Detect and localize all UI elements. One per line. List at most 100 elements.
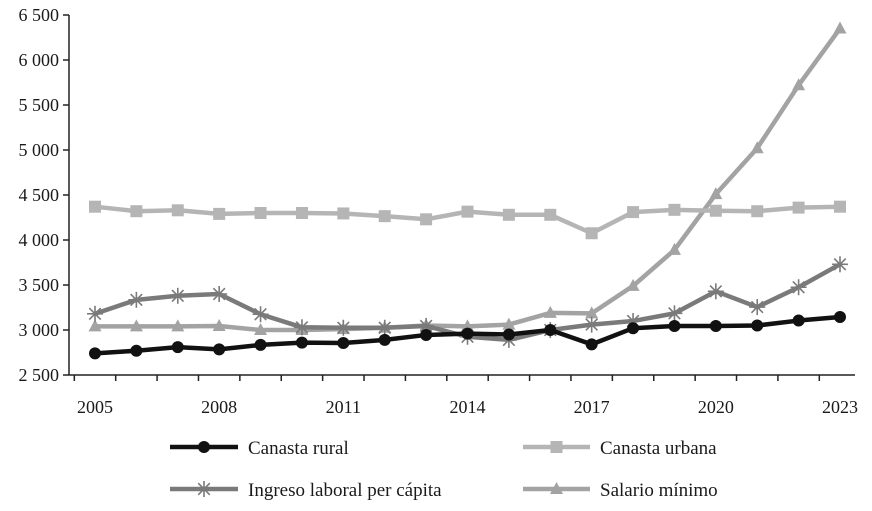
- data-point: [792, 314, 805, 327]
- data-point: [502, 328, 515, 341]
- legend-label: Ingreso laboral per cápita: [248, 480, 442, 501]
- data-point: [790, 279, 807, 296]
- asterisk-stroke: [668, 307, 681, 320]
- data-point: [171, 319, 185, 332]
- x-tick-label: 2023: [822, 397, 858, 417]
- data-point: [461, 205, 474, 218]
- data-point: [544, 208, 557, 221]
- asterisk-stroke: [88, 307, 102, 321]
- data-point: [212, 318, 226, 331]
- data-point: [666, 305, 683, 322]
- y-tick-label: 2 500: [19, 365, 60, 385]
- data-point: [254, 323, 268, 335]
- data-point: [420, 213, 433, 226]
- data-point: [544, 324, 557, 336]
- data-point: [211, 286, 228, 302]
- y-tick-label: 6 500: [19, 5, 60, 25]
- y-tick-label: 3 500: [19, 275, 60, 295]
- asterisk-stroke: [419, 319, 433, 333]
- asterisk-stroke: [750, 300, 764, 314]
- series-3: [88, 21, 847, 335]
- data-point: [627, 322, 640, 335]
- data-point: [376, 319, 393, 336]
- data-point: [709, 187, 723, 200]
- x-tick-label: 2011: [326, 397, 361, 417]
- data-point: [420, 328, 433, 341]
- data-point: [834, 310, 846, 323]
- data-point: [461, 327, 474, 340]
- series-0: [89, 310, 846, 360]
- data-point: [626, 278, 640, 291]
- asterisk-stroke: [337, 321, 350, 335]
- series-line: [95, 27, 842, 333]
- asterisk-stroke: [378, 321, 392, 335]
- data-point: [87, 305, 103, 322]
- data-point: [89, 347, 101, 360]
- legend-label: Salario mínimo: [600, 480, 718, 501]
- data-point: [751, 319, 764, 332]
- x-tick-label: 2014: [450, 397, 486, 417]
- data-point: [213, 207, 226, 220]
- data-point: [171, 204, 184, 217]
- data-point: [254, 207, 267, 219]
- asterisk-stroke: [130, 293, 143, 307]
- legend-entry-0: Canasta rural: [170, 438, 349, 459]
- data-point: [585, 227, 598, 240]
- data-point: [585, 338, 598, 351]
- asterisk-stroke: [585, 318, 598, 331]
- asterisk-stroke: [833, 257, 847, 271]
- asterisk-stroke: [212, 287, 226, 301]
- data-point: [707, 283, 724, 300]
- data-point: [337, 207, 350, 220]
- data-point: [129, 319, 143, 332]
- data-point: [502, 208, 515, 221]
- x-tick-label: 2017: [574, 397, 610, 417]
- data-point: [254, 338, 267, 351]
- data-point: [252, 306, 269, 323]
- asterisk-stroke: [171, 289, 185, 303]
- data-point: [583, 316, 600, 333]
- y-tick-label: 6 000: [19, 50, 60, 70]
- data-point: [130, 205, 143, 218]
- data-point: [751, 205, 764, 218]
- data-point: [833, 21, 847, 34]
- series-1: [89, 200, 846, 240]
- data-point: [335, 319, 352, 336]
- y-tick-label: 3 000: [19, 320, 60, 340]
- data-point: [585, 306, 599, 319]
- y-tick-label: 5 000: [19, 140, 60, 160]
- legend-marker: [198, 441, 210, 453]
- data-point: [749, 299, 766, 316]
- data-point: [792, 78, 806, 91]
- x-tick-label: 2020: [698, 397, 734, 417]
- legend-label: Canasta urbana: [600, 438, 717, 459]
- data-point: [502, 317, 516, 330]
- data-point: [169, 287, 186, 304]
- data-point: [295, 336, 308, 349]
- chart-axes: 2 500 3 000 3 500 4 000 4 500 5 000 5 500 6 000…: [19, 5, 859, 417]
- y-tick-label: 4 500: [19, 185, 60, 205]
- plot-area: [87, 21, 848, 360]
- asterisk-stroke: [197, 482, 211, 496]
- data-point: [378, 333, 391, 346]
- asterisk-stroke: [709, 284, 723, 298]
- data-point: [627, 206, 640, 219]
- x-tick-label: 2005: [77, 397, 113, 417]
- data-point: [667, 242, 681, 255]
- data-point: [171, 341, 184, 354]
- data-point: [543, 305, 557, 318]
- legend-entry-2: Ingreso laboral per cápita: [170, 480, 442, 501]
- data-point: [834, 200, 846, 213]
- data-point: [792, 201, 805, 214]
- legend-entry-1: Canasta urbana: [523, 438, 717, 459]
- data-point: [293, 319, 310, 336]
- data-point: [128, 291, 145, 308]
- data-point: [337, 337, 350, 350]
- asterisk-stroke: [254, 307, 267, 321]
- legend-entry-3: Salario mínimo: [523, 480, 718, 501]
- data-point: [378, 210, 391, 223]
- data-point: [130, 344, 143, 357]
- y-tick-label: 5 500: [19, 95, 60, 115]
- legend-label: Canasta rural: [248, 438, 349, 459]
